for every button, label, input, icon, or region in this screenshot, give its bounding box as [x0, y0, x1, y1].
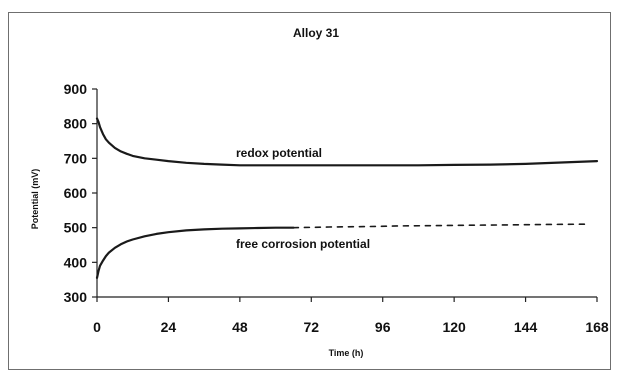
y-tick-label: 700	[64, 150, 88, 166]
plot-layer: 300 400 500 600 700 800 900 0 24 48 72 96 120 144 168	[64, 81, 609, 335]
x-tick-label: 72	[303, 319, 319, 335]
x-tick-label: 48	[232, 319, 248, 335]
x-axis-title: Time (h)	[329, 348, 364, 358]
x-tick-label: 24	[161, 319, 177, 335]
x-tick-label: 168	[585, 319, 609, 335]
x-tick-label: 120	[442, 319, 466, 335]
y-tick-label: 500	[64, 220, 88, 236]
y-axis-title: Potential (mV)	[30, 169, 40, 230]
free-corrosion-potential-label: free corrosion potential	[236, 237, 370, 251]
chart-frame	[8, 12, 611, 370]
series-line-2	[292, 223, 586, 229]
y-tick-label: 800	[64, 116, 88, 132]
series-line-0	[95, 117, 599, 167]
redox-potential-label: redox potential	[236, 146, 322, 160]
chart-title: Alloy 31	[293, 26, 339, 40]
x-tick-label: 96	[375, 319, 391, 335]
y-tick-label: 600	[64, 185, 88, 201]
series-line-1	[95, 226, 295, 279]
y-tick-label: 400	[64, 254, 88, 270]
x-tick-label: 144	[514, 319, 538, 335]
y-tick-label: 900	[64, 81, 88, 97]
x-tick-label: 0	[93, 319, 101, 335]
y-tick-label: 300	[64, 289, 88, 305]
